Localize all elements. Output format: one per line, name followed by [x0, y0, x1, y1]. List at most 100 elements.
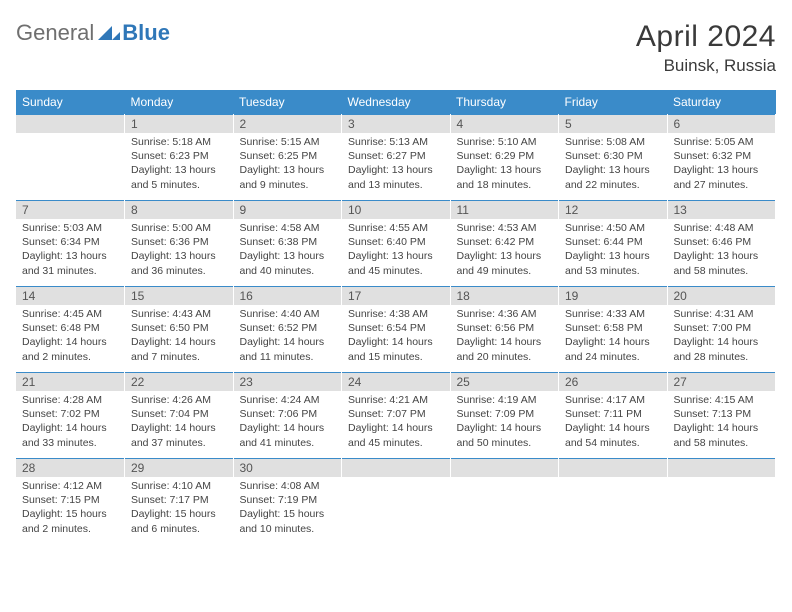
location-label: Buinsk, Russia — [636, 56, 776, 76]
daylight-line: Daylight: 13 hours and 49 minutes. — [457, 250, 542, 276]
sunrise-line: Sunrise: 4:12 AM — [22, 480, 102, 492]
calendar-cell — [16, 115, 125, 201]
sunrise-line: Sunrise: 4:40 AM — [240, 308, 320, 320]
day-info: Sunrise: 4:15 AM Sunset: 7:13 PM Daylight:… — [668, 391, 776, 454]
calendar-week-row: 1Sunrise: 5:18 AMSunset: 6:23 PMDaylight… — [16, 115, 776, 201]
sunrise-line: Sunrise: 4:43 AM — [131, 308, 211, 320]
day-number: 8 — [125, 201, 233, 219]
calendar-cell: 5Sunrise: 5:08 AMSunset: 6:30 PMDaylight… — [559, 115, 668, 201]
day-number: 14 — [16, 287, 124, 305]
daylight-line: Daylight: 15 hours and 6 minutes. — [131, 508, 216, 534]
sunset-line: Sunset: 7:06 PM — [240, 408, 318, 420]
daylight-line: Daylight: 14 hours and 58 minutes. — [674, 422, 759, 448]
calendar-cell: 19Sunrise: 4:33 AMSunset: 6:58 PMDayligh… — [559, 287, 668, 373]
day-number: 25 — [451, 373, 559, 391]
calendar-cell: 22Sunrise: 4:26 AMSunset: 7:04 PMDayligh… — [125, 373, 234, 459]
calendar-cell: 15Sunrise: 4:43 AMSunset: 6:50 PMDayligh… — [125, 287, 234, 373]
calendar-cell: 17Sunrise: 4:38 AMSunset: 6:54 PMDayligh… — [342, 287, 451, 373]
day-info: Sunrise: 5:00 AMSunset: 6:36 PMDaylight:… — [125, 219, 233, 282]
calendar-cell: 8Sunrise: 5:00 AMSunset: 6:36 PMDaylight… — [125, 201, 234, 287]
sunrise-line: Sunrise: 4:48 AM — [674, 222, 754, 234]
calendar-cell: 26Sunrise: 4:17 AMSunset: 7:11 PMDayligh… — [559, 373, 668, 459]
sunrise-line: Sunrise: 5:10 AM — [457, 136, 537, 148]
day-info: Sunrise: 4:43 AMSunset: 6:50 PMDaylight:… — [125, 305, 233, 368]
calendar-cell: 16Sunrise: 4:40 AMSunset: 6:52 PMDayligh… — [233, 287, 342, 373]
calendar-week-row: 7Sunrise: 5:03 AMSunset: 6:34 PMDaylight… — [16, 201, 776, 287]
dow-tuesday: Tuesday — [233, 90, 342, 115]
daylight-line: Daylight: 14 hours and 7 minutes. — [131, 336, 216, 362]
day-info: Sunrise: 4:10 AM Sunset: 7:17 PM Daylight:… — [125, 477, 233, 540]
day-number: 17 — [342, 287, 450, 305]
calendar-header-row: Sunday Monday Tuesday Wednesday Thursday… — [16, 90, 776, 115]
sunset-line: Sunset: 7:17 PM — [131, 494, 209, 506]
dow-thursday: Thursday — [450, 90, 559, 115]
daylight-line: Daylight: 13 hours and 27 minutes. — [674, 164, 759, 190]
page-title: April 2024 — [636, 20, 776, 54]
day-number — [342, 459, 450, 477]
day-info: Sunrise: 4:36 AMSunset: 6:56 PMDaylight:… — [451, 305, 559, 368]
calendar-cell: 23Sunrise: 4:24 AMSunset: 7:06 PMDayligh… — [233, 373, 342, 459]
sunrise-line: Sunrise: 5:03 AM — [22, 222, 102, 234]
sunset-line: Sunset: 6:30 PM — [565, 150, 643, 162]
sunset-line: Sunset: 6:54 PM — [348, 322, 426, 334]
sunset-line: Sunset: 6:27 PM — [348, 150, 426, 162]
sunrise-line: Sunrise: 4:53 AM — [457, 222, 537, 234]
sunrise-line: Sunrise: 5:08 AM — [565, 136, 645, 148]
day-number: 15 — [125, 287, 233, 305]
day-number — [668, 459, 776, 477]
daylight-line: Daylight: 13 hours and 45 minutes. — [348, 250, 433, 276]
day-info: Sunrise: 4:19 AMSunset: 7:09 PMDaylight:… — [451, 391, 559, 454]
calendar-table: Sunday Monday Tuesday Wednesday Thursday… — [16, 90, 776, 545]
daylight-line: Daylight: 13 hours and 36 minutes. — [131, 250, 216, 276]
calendar-week-row: 21Sunrise: 4:28 AMSunset: 7:02 PMDayligh… — [16, 373, 776, 459]
daylight-line: Daylight: 14 hours and 37 minutes. — [131, 422, 216, 448]
daylight-line: Daylight: 14 hours and 2 minutes. — [22, 336, 107, 362]
day-number: 1 — [125, 115, 233, 133]
sunrise-line: Sunrise: 4:38 AM — [348, 308, 428, 320]
dow-monday: Monday — [125, 90, 234, 115]
calendar-cell — [559, 459, 668, 545]
sunrise-line: Sunrise: 4:26 AM — [131, 394, 211, 406]
calendar-cell: 21Sunrise: 4:28 AMSunset: 7:02 PMDayligh… — [16, 373, 125, 459]
daylight-line: Daylight: 13 hours and 18 minutes. — [457, 164, 542, 190]
daylight-line: Daylight: 13 hours and 40 minutes. — [240, 250, 325, 276]
day-number: 10 — [342, 201, 450, 219]
daylight-line: Daylight: 13 hours and 9 minutes. — [240, 164, 325, 190]
sunrise-line: Sunrise: 5:13 AM — [348, 136, 428, 148]
calendar-cell: 10Sunrise: 4:55 AMSunset: 6:40 PMDayligh… — [342, 201, 451, 287]
sunset-line: Sunset: 6:44 PM — [565, 236, 643, 248]
daylight-line: Daylight: 13 hours and 53 minutes. — [565, 250, 650, 276]
day-number: 20 — [668, 287, 776, 305]
daylight-line: Daylight: 14 hours and 50 minutes. — [457, 422, 542, 448]
dow-friday: Friday — [559, 90, 668, 115]
day-number: 11 — [451, 201, 559, 219]
day-number: 16 — [234, 287, 342, 305]
sunrise-line: Sunrise: 4:17 AM — [565, 394, 645, 406]
day-number: 18 — [451, 287, 559, 305]
day-info: Sunrise: 4:33 AMSunset: 6:58 PMDaylight:… — [559, 305, 667, 368]
day-number: 3 — [342, 115, 450, 133]
sunset-line: Sunset: 6:32 PM — [674, 150, 752, 162]
day-info: Sunrise: 4:48 AMSunset: 6:46 PMDaylight:… — [668, 219, 776, 282]
sunset-line: Sunset: 7:11 PM — [565, 408, 642, 420]
day-info: Sunrise: 4:53 AMSunset: 6:42 PMDaylight:… — [451, 219, 559, 282]
day-number: 7 — [16, 201, 124, 219]
logo-mark-icon — [98, 26, 120, 45]
calendar-cell: 1Sunrise: 5:18 AMSunset: 6:23 PMDaylight… — [125, 115, 234, 201]
sunset-line: Sunset: 7:13 PM — [674, 408, 752, 420]
daylight-line: Daylight: 14 hours and 41 minutes. — [240, 422, 325, 448]
daylight-line: Daylight: 13 hours and 31 minutes. — [22, 250, 107, 276]
sunset-line: Sunset: 7:00 PM — [674, 322, 752, 334]
calendar-cell: 30Sunrise: 4:08 AMSunset: 7:19 PMDayligh… — [233, 459, 342, 545]
sunrise-line: Sunrise: 4:15 AM — [674, 394, 754, 406]
sunrise-line: Sunrise: 4:50 AM — [565, 222, 645, 234]
daylight-line: Daylight: 14 hours and 45 minutes. — [348, 422, 433, 448]
sunrise-line: Sunrise: 4:10 AM — [131, 480, 211, 492]
sunrise-line: Sunrise: 5:18 AM — [131, 136, 211, 148]
calendar-cell — [450, 459, 559, 545]
day-number: 21 — [16, 373, 124, 391]
day-info: Sunrise: 4:31 AMSunset: 7:00 PMDaylight:… — [668, 305, 776, 368]
logo-word-2: Blue — [122, 20, 170, 46]
day-info: Sunrise: 4:12 AMSunset: 7:15 PMDaylight:… — [16, 477, 124, 540]
day-info: Sunrise: 4:28 AMSunset: 7:02 PMDaylight:… — [16, 391, 124, 454]
